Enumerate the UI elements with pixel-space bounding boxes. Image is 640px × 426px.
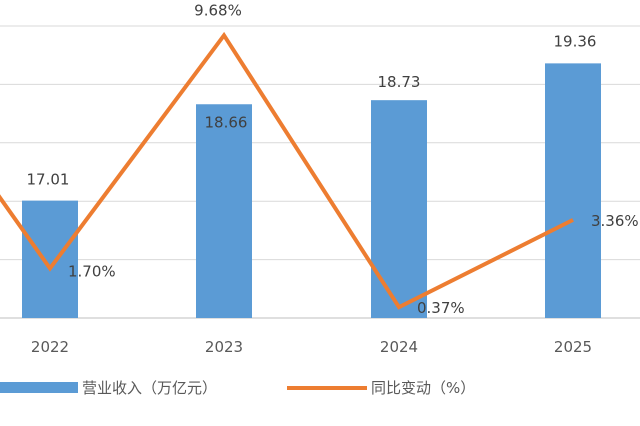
legend-bar-label: 营业收入（万亿元） xyxy=(82,379,217,397)
x-tick-2023: 2023 xyxy=(205,338,243,356)
x-axis-ticks: 2022 2023 2024 2025 xyxy=(31,338,592,356)
line-label-2024: 0.37% xyxy=(417,299,465,317)
bar-label-2024: 18.73 xyxy=(378,73,421,91)
x-tick-2025: 2025 xyxy=(554,338,592,356)
bar-data-labels: 17.01 18.66 18.73 19.36 xyxy=(27,32,597,188)
bar-label-2023: 18.66 xyxy=(205,113,248,131)
legend-line-label: 同比变动（%） xyxy=(371,379,475,397)
line-label-2023: 9.68% xyxy=(194,1,242,19)
bar-2023 xyxy=(196,104,252,318)
bar-2025 xyxy=(545,63,601,318)
line-series xyxy=(0,31,574,310)
bar-label-2025: 19.36 xyxy=(554,32,597,50)
line-label-2022: 1.70% xyxy=(68,262,116,280)
bar-label-2022: 17.01 xyxy=(27,171,70,189)
legend: 营业收入（万亿元） 同比变动（%） xyxy=(0,379,475,397)
x-tick-2024: 2024 xyxy=(380,338,418,356)
gridlines xyxy=(0,25,640,319)
legend-bar-swatch xyxy=(0,382,78,393)
bar-2022 xyxy=(22,200,78,318)
x-tick-2022: 2022 xyxy=(31,338,69,356)
line-data-labels: 1.70% 9.68% 0.37% 3.36% xyxy=(68,1,639,317)
bar-2024 xyxy=(371,100,427,318)
line-label-2025: 3.36% xyxy=(591,212,639,230)
